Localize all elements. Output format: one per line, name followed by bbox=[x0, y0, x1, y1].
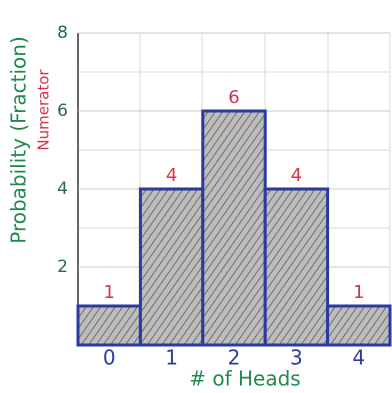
chart: Probability (Fraction) Numerator # of He… bbox=[0, 0, 392, 393]
bar bbox=[140, 189, 202, 345]
x-tick-label: 4 bbox=[352, 346, 365, 370]
data-label: 4 bbox=[166, 165, 177, 186]
bar bbox=[265, 189, 327, 345]
data-label: 1 bbox=[353, 282, 364, 303]
bar bbox=[328, 306, 390, 345]
bar bbox=[203, 111, 265, 345]
y-tick-label: 8 bbox=[57, 23, 68, 43]
data-label: 4 bbox=[291, 165, 302, 186]
data-label: 1 bbox=[103, 282, 114, 303]
y-tick-label: 6 bbox=[57, 101, 68, 121]
x-tick-label: 2 bbox=[228, 346, 241, 370]
data-label: 6 bbox=[228, 87, 239, 108]
bar bbox=[78, 306, 140, 345]
y-axis-sublabel: Numerator bbox=[35, 69, 53, 151]
y-tick-label: 4 bbox=[57, 179, 68, 199]
x-tick-label: 1 bbox=[165, 346, 178, 370]
x-axis-label: # of Heads bbox=[189, 367, 300, 391]
x-tick-label: 3 bbox=[290, 346, 303, 370]
y-axis-label: Probability (Fraction) bbox=[7, 36, 31, 244]
x-tick-label: 0 bbox=[103, 346, 116, 370]
y-tick-label: 2 bbox=[57, 257, 68, 277]
